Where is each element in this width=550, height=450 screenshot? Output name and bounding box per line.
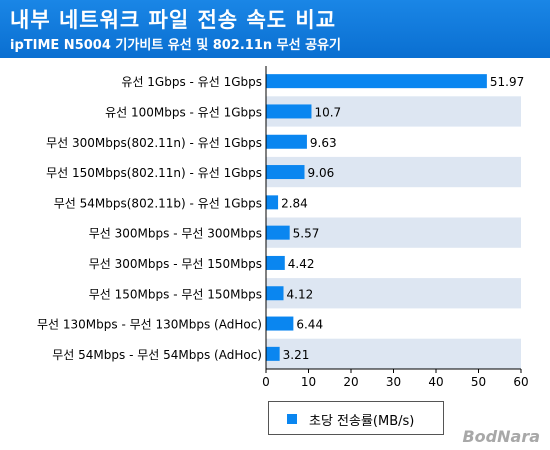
category-label: 무선 300Mbps - 무선 150Mbps xyxy=(89,257,262,271)
category-label: 무선 300Mbps - 무선 300Mbps xyxy=(89,227,262,241)
bar xyxy=(266,286,284,301)
x-tick-label: 60 xyxy=(513,375,528,389)
legend-label: 초당 전송률(MB/s) xyxy=(309,414,415,429)
chart-legend: 초당 전송률(MB/s) xyxy=(268,401,444,435)
bar xyxy=(266,346,280,361)
x-tick-label: 10 xyxy=(301,375,316,389)
data-label: 6.44 xyxy=(296,318,323,332)
category-label: 무선 300Mbps(802.11n) - 유선 1Gbps xyxy=(46,136,262,150)
chart-header: 내부 네트워크 파일 전송 속도 비교 ipTIME N5004 기가비트 유선… xyxy=(0,0,550,58)
data-label: 9.06 xyxy=(308,166,335,180)
bar xyxy=(266,225,290,240)
x-tick-label: 30 xyxy=(386,375,401,389)
watermark-logo: BodNara xyxy=(462,427,540,446)
chart-title: 내부 네트워크 파일 전송 속도 비교 xyxy=(10,8,337,32)
x-tick-label: 20 xyxy=(343,375,358,389)
category-label: 무선 130Mbps - 무선 130Mbps (AdHoc) xyxy=(37,318,262,332)
data-label: 2.84 xyxy=(281,196,308,210)
bar-chart: 51.97 유선 1Gbps - 유선 1Gbps 10.7 유선 100Mbps -… xyxy=(37,66,529,389)
category-label: 무선 54Mbps - 무선 54Mbps (AdHoc) xyxy=(52,348,262,362)
category-label: 유선 100Mbps - 유선 1Gbps xyxy=(105,105,262,119)
legend-swatch xyxy=(287,414,297,424)
row-band xyxy=(266,338,521,369)
x-tick-label: 0 xyxy=(262,375,270,389)
bar xyxy=(266,195,279,210)
chart-subtitle: ipTIME N5004 기가비트 유선 및 802.11n 무선 공유기 xyxy=(10,38,341,53)
data-label: 4.12 xyxy=(287,287,314,301)
category-label: 무선 150Mbps - 무선 150Mbps xyxy=(89,287,262,301)
bar xyxy=(266,134,307,149)
bar xyxy=(266,316,294,331)
data-label: 10.7 xyxy=(314,105,341,119)
bar xyxy=(266,104,312,119)
x-tick-label: 50 xyxy=(471,375,486,389)
bar xyxy=(266,255,285,270)
data-label: 3.21 xyxy=(283,348,310,362)
category-label: 유선 1Gbps - 유선 1Gbps xyxy=(121,75,262,89)
category-label: 무선 54Mbps(802.11b) - 유선 1Gbps xyxy=(54,196,262,210)
category-label: 무선 150Mbps(802.11n) - 유선 1Gbps xyxy=(46,166,262,180)
bar xyxy=(266,165,305,180)
x-tick-label: 40 xyxy=(428,375,443,389)
data-label: 5.57 xyxy=(293,227,320,241)
data-label: 9.63 xyxy=(310,136,337,150)
bar xyxy=(266,74,487,89)
row-band xyxy=(266,217,521,248)
data-label: 4.42 xyxy=(288,257,315,271)
data-label: 51.97 xyxy=(490,75,524,89)
row-band xyxy=(266,156,521,188)
row-band xyxy=(266,278,521,309)
